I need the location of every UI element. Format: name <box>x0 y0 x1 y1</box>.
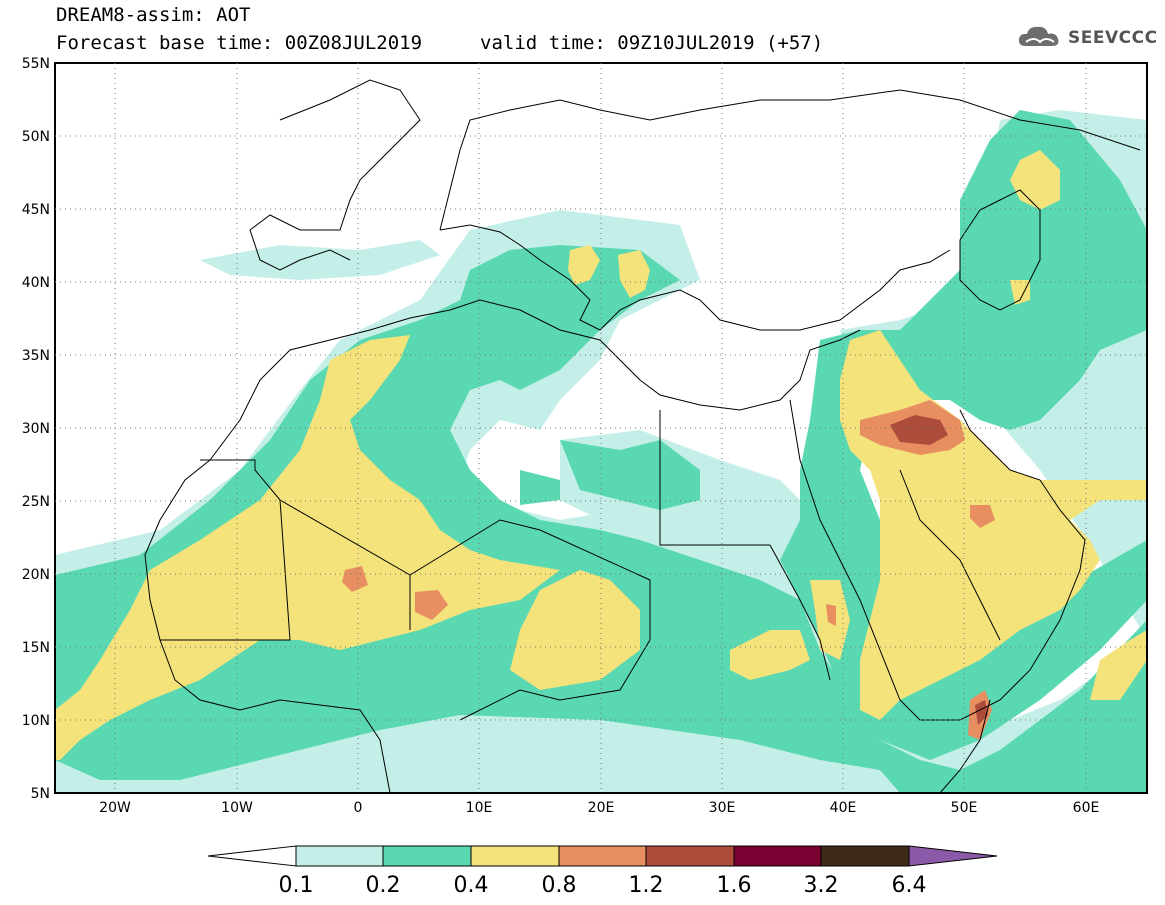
lat-label: 55N <box>22 56 50 72</box>
colorbar-label: 1.6 <box>717 873 752 898</box>
cloud-icon <box>1018 24 1064 52</box>
forecast-base-time: Forecast base time: 00Z08JUL2019 <box>56 32 423 54</box>
lat-label: 40N <box>22 275 50 291</box>
lat-label: 30N <box>22 421 50 437</box>
lon-label: 50E <box>951 800 978 816</box>
colorbar-segment <box>295 845 384 867</box>
coastlines <box>144 79 1141 793</box>
valid-time: valid time: 09Z10JUL2019 (+57) <box>480 32 824 54</box>
seevccc-logo: SEEVCCC <box>1018 24 1158 52</box>
lon-label: 0 <box>354 800 363 816</box>
grid-lines <box>55 63 1147 793</box>
lat-label: 10N <box>22 713 50 729</box>
colorbar-label: 1.2 <box>629 873 664 898</box>
lon-label: 60E <box>1073 800 1100 816</box>
logo-text: SEEVCCC <box>1068 28 1158 48</box>
colorbar-label: 0.8 <box>542 873 577 898</box>
colorbar: 0.1 0.2 0.4 0.8 1.2 1.6 3.2 6.4 <box>207 845 998 898</box>
lat-label: 50N <box>22 129 50 145</box>
longitude-labels: 20W 10W 0 10E 20E 30E 40E 50E 60E <box>99 800 1099 816</box>
colorbar-segment <box>820 845 910 867</box>
colorbar-segment <box>382 845 472 867</box>
lon-label: 20E <box>588 800 615 816</box>
lon-label: 20W <box>99 800 131 816</box>
latitude-labels: 55N 50N 45N 40N 35N 30N 25N 20N 15N 10N … <box>22 56 50 802</box>
colorbar-label: 0.1 <box>279 873 314 898</box>
lat-label: 5N <box>31 786 50 802</box>
map-title: DREAM8-assim: AOT <box>56 4 251 26</box>
lon-label: 10E <box>466 800 493 816</box>
lat-label: 25N <box>22 494 50 510</box>
colorbar-left-arrow <box>207 845 297 867</box>
lat-label: 15N <box>22 640 50 656</box>
colorbar-segment <box>733 845 822 867</box>
lat-label: 45N <box>22 202 50 218</box>
colorbar-label: 3.2 <box>804 873 839 898</box>
lat-label: 35N <box>22 348 50 364</box>
lon-label: 40E <box>830 800 857 816</box>
colorbar-segment <box>645 845 735 867</box>
colorbar-segment <box>558 845 647 867</box>
colorbar-label: 0.2 <box>366 873 401 898</box>
colorbar-segment <box>470 845 560 867</box>
lon-label: 10W <box>221 800 253 816</box>
lat-label: 20N <box>22 567 50 583</box>
colorbar-right-arrow <box>908 845 998 867</box>
colorbar-label: 6.4 <box>892 873 927 898</box>
lon-label: 30E <box>709 800 736 816</box>
colorbar-label: 0.4 <box>454 873 489 898</box>
